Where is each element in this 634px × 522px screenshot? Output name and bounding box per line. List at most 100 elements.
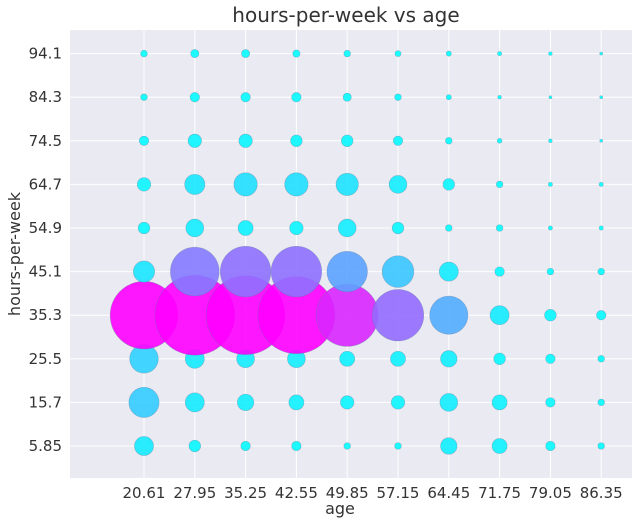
bubble-point [548,182,552,186]
bubble-point [241,92,251,102]
y-tick-labels: 5.85 15.7 25.5 35.3 45.1 54.9 64.7 74.5 84.3 94.1 [29,45,62,455]
x-tick-label: 86.35 [580,484,623,502]
bubble-point [496,225,503,232]
x-tick-label: 64.45 [427,484,470,502]
x-tick-label: 79.05 [529,484,572,502]
bubble-point [549,139,553,143]
bubble-point [492,438,507,453]
bubble-point [545,309,557,321]
bubble-point [546,398,556,408]
bubble-point [289,395,304,410]
x-tick-label: 57.15 [377,484,420,502]
bubble-point [344,50,351,57]
bubble-point [495,267,505,277]
bubble-point [546,441,556,451]
bubble-point [439,262,458,281]
bubble-point [238,220,253,235]
bubble-point [170,247,219,296]
bubble-point [344,443,351,450]
x-tick-label: 20.61 [123,484,166,502]
bubble-point [186,219,204,237]
y-tick-label: 45.1 [29,263,62,281]
bubble-point [389,175,407,193]
bubble-point [598,443,605,450]
bubble-point [292,92,302,102]
bubble-point [291,135,303,147]
bubble-point [340,396,354,410]
y-tick-label: 94.1 [29,45,62,63]
x-axis-label: age [325,499,355,518]
bubble-point [338,219,356,237]
bubble-point [134,436,153,455]
bubble-point [185,393,204,412]
y-tick-label: 84.3 [29,88,62,106]
bubble-point [497,51,501,55]
bubble-point [430,296,468,334]
bubble-point [441,438,458,455]
bubble-point [546,354,556,364]
bubble-point [440,393,458,411]
bubble-point [598,399,605,406]
bubble-point [141,50,148,57]
bubble-point [191,49,199,57]
bubble-point [599,182,603,186]
y-tick-label: 64.7 [29,175,62,193]
bubble-point [547,268,554,275]
x-tick-label: 71.75 [478,484,521,502]
chart-title: hours-per-week vs age [232,3,459,27]
x-tick-label: 27.95 [173,484,216,502]
bubble-point [445,225,452,232]
bubble-point [138,222,150,234]
bubble-point [190,92,200,102]
x-tick-label: 42.55 [275,484,318,502]
bubble-point [395,51,401,57]
x-tick-label: 35.25 [224,484,267,502]
bubble-point [372,289,424,341]
y-tick-label: 74.5 [29,132,62,150]
y-tick-label: 25.5 [29,350,62,368]
bubble-point [391,396,405,410]
bubble-point [241,49,249,57]
bubble-point [292,441,302,451]
bubble-point [498,95,502,99]
bubble-point [598,268,605,275]
bubble-point [390,351,405,366]
bubble-point [129,387,159,417]
bubble-point [497,138,502,143]
bubble-point [600,96,603,99]
y-tick-label: 35.3 [29,306,62,324]
bubble-point [599,226,603,230]
bubble-point [271,246,322,297]
bubble-point [343,93,351,101]
bubble-point [445,137,452,144]
y-tick-label: 54.9 [29,219,62,237]
bubble-point [189,440,201,452]
bubble-point [327,251,368,292]
bubble-point [494,353,506,365]
bubble-point [549,52,553,56]
bubble-point [185,174,205,194]
bubble-point [548,226,552,230]
bubble-point [139,136,149,146]
bubble-point [237,394,254,411]
bubble-point [239,134,253,148]
bubble-point [395,94,402,101]
bubble-point [137,178,151,192]
x-tick-labels: 20.61 27.95 35.25 42.55 49.85 57.15 64.45 71.75… [123,484,623,502]
bubble-point [490,306,509,325]
bubble-point [446,95,451,100]
bubble-point [336,173,358,195]
bubble-point [600,139,603,142]
bubble-point [443,179,455,191]
bubble-point [446,51,451,56]
bubble-point [316,284,378,346]
bubble-point [600,52,603,55]
bubble-point [241,441,251,451]
bubble-point [492,395,507,410]
bubble-point [293,50,300,57]
bubble-point [496,181,503,188]
bubble-point [598,355,605,362]
bubble-point [141,94,148,101]
bubble-point [395,443,402,450]
